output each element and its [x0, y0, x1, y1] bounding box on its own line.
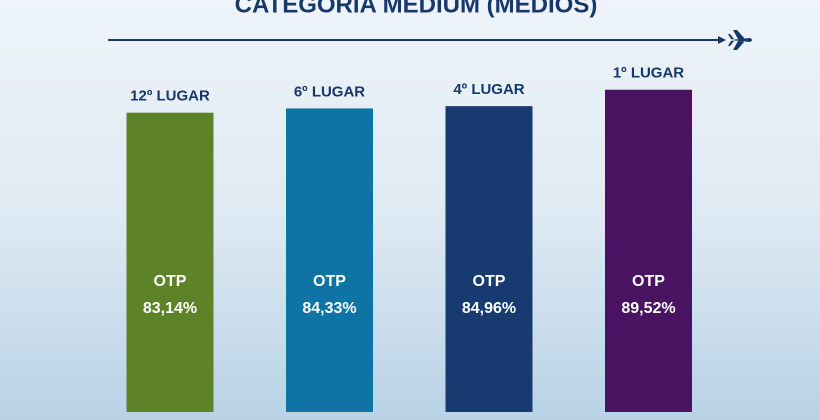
arrow-head [718, 36, 726, 44]
bar [286, 108, 373, 413]
rank-label: 1º LUGAR [613, 65, 684, 82]
airplane-icon [728, 30, 752, 50]
bar-label: OTP [473, 273, 506, 290]
bar-label: OTP [154, 273, 187, 290]
rank-label: 6º LUGAR [294, 83, 365, 100]
bar [445, 106, 533, 413]
value-label: 83,14% [143, 300, 197, 317]
value-label: 89,52% [621, 300, 675, 317]
value-label: 84,33% [302, 300, 356, 317]
bar [605, 89, 692, 412]
bar-label: OTP [313, 273, 346, 290]
bar [126, 112, 214, 413]
value-label: 84,96% [462, 300, 516, 317]
rank-label: 12º LUGAR [130, 88, 210, 105]
chart-title: CATEGORIA MEDIUM (MÉDIOS) [235, 0, 598, 18]
rank-label: 4º LUGAR [453, 81, 524, 98]
bar-label: OTP [632, 273, 665, 290]
